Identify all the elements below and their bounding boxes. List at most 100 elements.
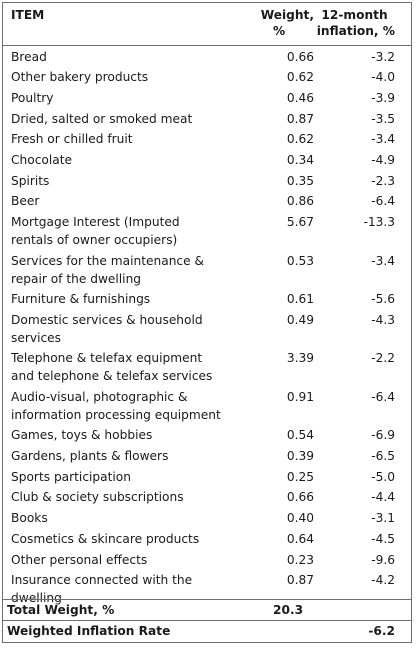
- row-item-line1: Chocolate: [11, 153, 72, 167]
- table-row: Gardens, plants & flowers 0.39 -6.5: [3, 446, 411, 467]
- row-weight: 0.87: [286, 111, 314, 126]
- row-weight: 3.39: [286, 351, 314, 366]
- totals-divider: [3, 599, 411, 600]
- table-row: Other bakery products 0.62 -4.0: [3, 67, 411, 88]
- table-row: Cosmetics & skincare products 0.64 -4.5: [3, 529, 411, 550]
- header-item: ITEM: [11, 7, 246, 49]
- row-weight: 0.64: [286, 531, 314, 546]
- row-inflation: -3.9: [371, 90, 395, 105]
- row-weight: 0.34: [286, 153, 314, 167]
- weighted-rate-row: Weighted Inflation Rate -6.2: [3, 621, 411, 642]
- row-inflation: -3.4: [371, 132, 395, 147]
- row-item: Domestic services & household services: [11, 311, 246, 350]
- table-row: Other personal effects 0.23 -9.6: [3, 550, 411, 571]
- row-item-line1: Poultry: [11, 90, 54, 105]
- row-inflation: -6.4: [371, 194, 395, 209]
- row-item-line2: rentals of owner occupiers): [11, 233, 178, 248]
- row-item: Services for the maintenance & repair of …: [11, 252, 246, 291]
- row-weight: 5.67: [286, 215, 314, 230]
- row-item-line1: Games, toys & hobbies: [11, 428, 153, 443]
- header-item-label: ITEM: [11, 8, 45, 22]
- row-inflation: -5.6: [371, 292, 395, 307]
- row-weight: 0.61: [286, 292, 314, 307]
- row-item: Games, toys & hobbies: [11, 426, 246, 447]
- row-inflation: -6.9: [371, 428, 395, 443]
- table-row: Domestic services & household services 0.4…: [3, 310, 411, 349]
- row-item-line1: Gardens, plants & flowers: [11, 449, 169, 463]
- table-row: Services for the maintenance & repair of …: [3, 251, 411, 290]
- row-item-line1: Audio-visual, photographic &: [11, 389, 188, 404]
- row-inflation: -4.0: [371, 70, 395, 85]
- inflation-table: ITEM Weight, % 12-month inflation, % Bre…: [2, 2, 412, 643]
- row-item: Fresh or chilled fruit: [11, 130, 246, 151]
- row-item-line1: Fresh or chilled fruit: [11, 132, 133, 147]
- row-item: Other bakery products: [11, 68, 246, 89]
- table-header: ITEM Weight, % 12-month inflation, %: [3, 3, 411, 45]
- table-row: Furniture & furnishings 0.61 -5.6: [3, 289, 411, 310]
- row-weight: 0.91: [286, 389, 314, 404]
- row-weight: 0.86: [286, 194, 314, 209]
- total-weight-label: Total Weight, %: [7, 603, 115, 617]
- row-item-line1: Mortgage Interest (Imputed: [11, 215, 180, 230]
- row-weight: 0.35: [286, 173, 314, 188]
- row-item-line1: Telephone & telefax equipment: [11, 351, 203, 366]
- row-item: Other personal effects: [11, 551, 246, 572]
- table-row: Books 0.40 -3.1: [3, 508, 411, 529]
- row-weight: 0.66: [286, 490, 314, 505]
- row-inflation: -2.3: [371, 173, 395, 188]
- row-weight: 0.39: [286, 449, 314, 463]
- row-item-line1: Spirits: [11, 173, 50, 188]
- row-item: Books: [11, 509, 246, 530]
- header-weight-line2: %: [273, 24, 286, 38]
- row-item: Telephone & telefax equipment and telepho…: [11, 349, 246, 388]
- row-inflation: -3.5: [371, 111, 395, 126]
- row-weight: 0.49: [286, 312, 314, 327]
- table-row: Games, toys & hobbies 0.54 -6.9: [3, 425, 411, 446]
- header-inflation: 12-month inflation, %: [314, 7, 395, 49]
- row-weight: 0.87: [286, 573, 314, 588]
- row-weight: 0.40: [286, 511, 314, 526]
- table-row: Audio-visual, photographic & information …: [3, 387, 411, 426]
- row-item-line2: dwelling: [11, 591, 62, 606]
- row-item-line1: Insurance connected with the: [11, 573, 193, 588]
- row-item: Furniture & furnishings: [11, 290, 246, 311]
- row-item-line1: Beer: [11, 194, 40, 209]
- row-item: Poultry: [11, 89, 246, 110]
- row-inflation: -6.5: [371, 449, 395, 463]
- header-inflation-line2: inflation, %: [316, 24, 395, 38]
- row-weight: 0.66: [286, 49, 314, 64]
- row-inflation: -6.4: [371, 389, 395, 404]
- row-weight: 0.53: [286, 253, 314, 268]
- row-item-line1: Cosmetics & skincare products: [11, 531, 200, 546]
- table-row: Fresh or chilled fruit 0.62 -3.4: [3, 129, 411, 150]
- row-inflation: -13.3: [363, 215, 395, 230]
- table-row: Club & society subscriptions 0.66 -4.4: [3, 487, 411, 508]
- total-weight-value: 20.3: [273, 603, 304, 617]
- row-item-line1: Other personal effects: [11, 552, 148, 567]
- table-row: Insurance connected with the dwelling 0.87…: [3, 570, 411, 609]
- header-inflation-line1: 12-month: [321, 8, 388, 22]
- row-weight: 0.62: [286, 132, 314, 147]
- row-weight: 0.62: [286, 70, 314, 85]
- row-item: Insurance connected with the dwelling: [11, 571, 246, 610]
- row-item-line2: information processing equipment: [11, 407, 221, 422]
- row-inflation: -4.2: [371, 573, 395, 588]
- row-item-line1: Sports participation: [11, 469, 131, 484]
- row-inflation: -9.6: [371, 552, 395, 567]
- table-row: Chocolate 0.34 -4.9: [3, 150, 411, 171]
- row-item: Club & society subscriptions: [11, 488, 246, 509]
- table-row: Beer 0.86 -6.4: [3, 191, 411, 212]
- row-item-line1: Domestic services & household: [11, 312, 203, 327]
- row-item: Bread: [11, 48, 246, 69]
- row-item-line1: Dried, salted or smoked meat: [11, 111, 193, 126]
- row-item: Sports participation: [11, 468, 246, 489]
- row-inflation: -3.4: [371, 253, 395, 268]
- row-item-line1: Other bakery products: [11, 70, 149, 85]
- row-item-line1: Services for the maintenance &: [11, 253, 204, 268]
- row-inflation: -3.2: [371, 49, 395, 64]
- header-weight-line1: Weight,: [260, 8, 314, 22]
- table-row: Poultry 0.46 -3.9: [3, 88, 411, 109]
- row-item: Spirits: [11, 172, 246, 193]
- row-inflation: -2.2: [371, 351, 395, 366]
- row-item: Cosmetics & skincare products: [11, 530, 246, 551]
